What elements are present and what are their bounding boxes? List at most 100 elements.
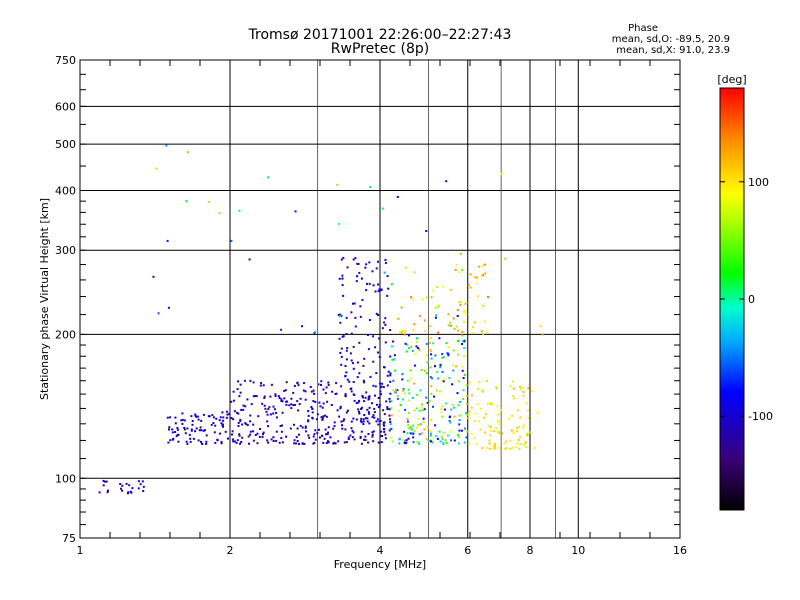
data-point	[219, 432, 221, 435]
data-point	[425, 342, 428, 345]
data-point	[388, 397, 391, 400]
data-point	[406, 379, 409, 382]
data-point	[415, 407, 418, 410]
data-point	[509, 439, 512, 442]
data-point	[241, 423, 244, 426]
data-point	[389, 355, 392, 358]
data-point	[202, 413, 205, 416]
x-tick-label: 1	[77, 544, 84, 557]
data-point	[465, 403, 468, 406]
data-point	[297, 409, 300, 412]
data-point	[326, 400, 329, 403]
data-point	[425, 396, 428, 399]
data-point	[448, 377, 451, 379]
data-point	[341, 424, 343, 427]
data-point	[321, 418, 324, 421]
data-point	[327, 426, 330, 429]
data-point	[525, 432, 528, 435]
data-point	[389, 421, 392, 423]
data-point	[191, 420, 194, 422]
data-point	[152, 275, 155, 278]
data-point	[494, 447, 497, 450]
data-point	[314, 401, 317, 403]
data-point	[365, 289, 368, 292]
data-point	[127, 491, 130, 494]
data-point	[102, 479, 105, 482]
data-point	[379, 434, 382, 437]
data-point	[350, 332, 353, 335]
y-axis-label: Stationary phase Virtual Height [km]	[38, 198, 51, 400]
data-point	[347, 436, 350, 439]
data-point	[411, 396, 414, 399]
data-point	[376, 418, 379, 421]
data-point	[199, 426, 202, 429]
data-point	[408, 426, 411, 429]
data-point	[190, 415, 193, 418]
data-point	[383, 424, 386, 427]
data-point	[411, 349, 414, 352]
data-point	[386, 406, 389, 409]
data-point	[181, 412, 184, 415]
data-point	[381, 327, 384, 330]
data-point	[338, 277, 341, 280]
data-point	[446, 352, 449, 355]
data-point	[366, 334, 369, 336]
data-point	[427, 440, 430, 442]
data-point	[445, 402, 447, 405]
data-point	[337, 222, 340, 225]
data-point	[367, 398, 370, 401]
data-point	[238, 434, 241, 437]
data-point	[463, 309, 466, 312]
data-point	[176, 428, 179, 431]
data-point	[340, 420, 343, 423]
data-point	[383, 413, 386, 416]
data-point	[429, 325, 432, 328]
data-point	[249, 430, 252, 433]
data-point	[105, 480, 108, 483]
data-point	[128, 484, 131, 487]
data-point	[268, 406, 271, 409]
data-point	[310, 390, 313, 393]
data-point	[356, 361, 359, 364]
data-point	[168, 428, 170, 431]
data-point	[467, 413, 470, 416]
data-point	[418, 433, 421, 436]
data-point	[430, 353, 433, 356]
data-point	[439, 364, 442, 367]
data-point	[408, 427, 411, 430]
data-point	[339, 321, 342, 324]
data-point	[412, 424, 415, 427]
data-point	[343, 441, 346, 444]
data-point	[401, 378, 404, 381]
data-point	[413, 430, 416, 433]
data-point	[121, 484, 124, 487]
data-point	[197, 439, 200, 442]
data-point	[360, 442, 363, 445]
data-point	[322, 415, 325, 418]
data-point	[429, 366, 432, 369]
data-point	[412, 298, 415, 301]
data-point	[403, 430, 406, 433]
data-point	[378, 288, 381, 291]
data-point	[432, 405, 434, 408]
data-point	[393, 358, 396, 361]
data-point	[360, 417, 363, 420]
data-point	[327, 381, 330, 384]
data-point	[461, 343, 463, 345]
data-point	[372, 440, 375, 443]
data-point	[341, 427, 344, 430]
data-point	[381, 382, 384, 385]
data-point	[362, 420, 365, 423]
data-point	[384, 437, 387, 440]
data-point	[375, 267, 378, 270]
data-point	[368, 412, 371, 415]
data-point	[232, 418, 235, 421]
data-point	[338, 337, 341, 340]
data-point	[430, 337, 432, 340]
data-point	[290, 397, 293, 400]
data-point	[389, 374, 392, 377]
data-point	[139, 483, 142, 486]
data-point	[213, 431, 216, 434]
data-point	[477, 295, 480, 298]
data-point	[462, 340, 465, 342]
